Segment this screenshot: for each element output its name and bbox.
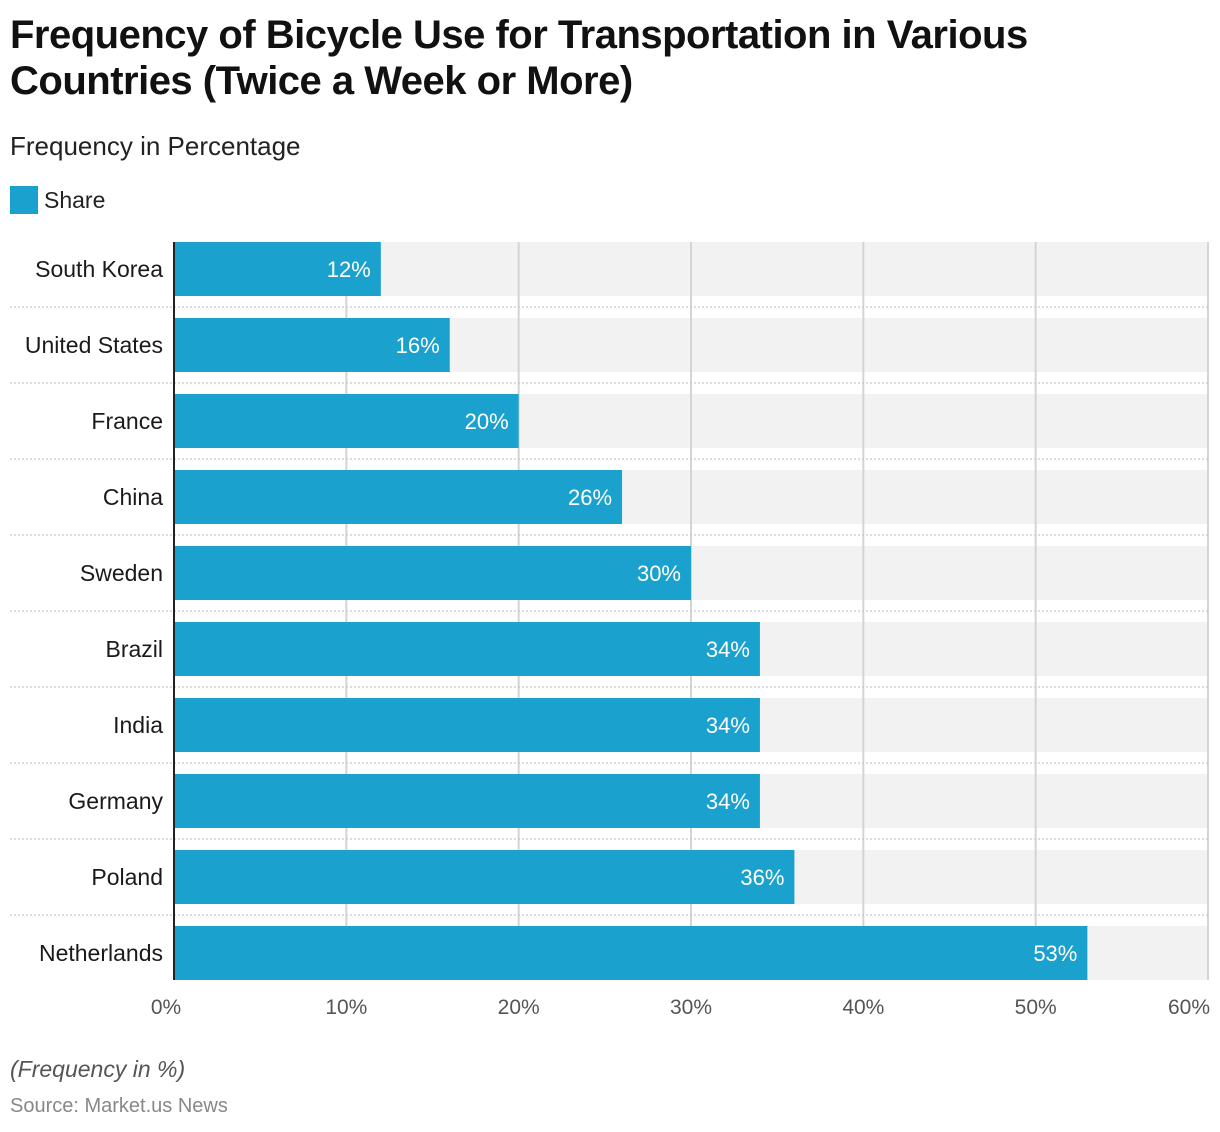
chart-subtitle: Frequency in Percentage (10, 131, 301, 161)
data-label: 12% (327, 257, 371, 282)
data-label: 20% (465, 409, 509, 434)
category-label: South Korea (35, 256, 163, 282)
x-tick-label: 20% (498, 996, 540, 1019)
bar (174, 622, 760, 676)
bar (174, 926, 1088, 980)
bar (174, 698, 760, 752)
footer-note: (Frequency in %) (10, 1056, 186, 1082)
bar (174, 774, 760, 828)
x-tick-label: 10% (325, 996, 367, 1019)
x-tick-label: 60% (1168, 996, 1210, 1019)
legend: Share (10, 186, 105, 214)
data-label: 16% (396, 333, 440, 358)
bar (174, 470, 623, 524)
category-label: United States (25, 332, 163, 358)
category-label: China (103, 484, 163, 510)
x-tick-label: 30% (670, 996, 712, 1019)
data-label: 34% (706, 789, 750, 814)
x-tick-label: 50% (1015, 996, 1057, 1019)
data-label: 34% (706, 637, 750, 662)
data-label: 26% (568, 485, 612, 510)
chart-title: Frequency of Bicycle Use for Transportat… (10, 13, 1028, 103)
category-label: France (91, 408, 163, 434)
footer-source: Source: Market.us News (10, 1095, 228, 1117)
x-tick-label: 0% (151, 996, 181, 1019)
legend-label: Share (44, 186, 106, 213)
bar (174, 850, 795, 904)
category-label: Germany (68, 788, 163, 814)
category-label: Poland (91, 864, 163, 890)
data-label: 53% (1033, 941, 1077, 966)
data-label: 30% (637, 561, 681, 586)
data-label: 36% (740, 865, 784, 890)
bar-chart: 12% South Korea 16% United States 20% France 2… (10, 242, 1210, 1019)
bar (174, 394, 519, 448)
category-label: Brazil (105, 636, 163, 662)
category-label: Sweden (80, 560, 163, 586)
x-tick-label: 40% (842, 996, 884, 1019)
data-label: 34% (706, 713, 750, 738)
bar (174, 318, 450, 372)
category-label: India (113, 712, 163, 738)
bar (174, 546, 691, 600)
category-label: Netherlands (39, 940, 163, 966)
bar (174, 242, 381, 296)
legend-swatch (10, 186, 38, 214)
